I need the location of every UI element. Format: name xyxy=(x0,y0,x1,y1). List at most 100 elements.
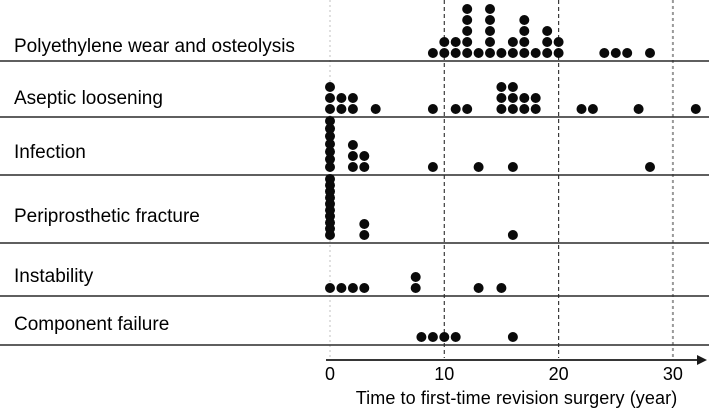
data-dot xyxy=(507,82,518,92)
data-dot xyxy=(410,283,421,293)
data-dot xyxy=(473,162,484,172)
data-dot xyxy=(450,37,461,47)
category-label: Periprosthetic fracture xyxy=(14,206,200,227)
data-dot xyxy=(485,15,495,25)
data-dot xyxy=(370,104,381,114)
data-dot xyxy=(610,48,621,58)
data-dot xyxy=(496,104,507,114)
data-dot xyxy=(645,162,655,172)
data-dot xyxy=(325,82,335,92)
data-dot xyxy=(485,4,495,14)
category-label: Infection xyxy=(14,142,86,163)
data-dot xyxy=(427,104,438,114)
data-dot xyxy=(359,151,370,161)
data-dot xyxy=(576,104,587,114)
data-dot xyxy=(439,48,450,58)
category-label: Polyethylene wear and osteolysis xyxy=(14,36,295,57)
data-dot xyxy=(496,283,507,293)
data-dot xyxy=(336,104,347,114)
data-dot xyxy=(325,174,335,184)
data-dot xyxy=(359,283,370,293)
data-dot xyxy=(496,93,507,103)
data-dot xyxy=(530,93,541,103)
x-tick-label-0: 0 xyxy=(325,364,335,384)
data-dot xyxy=(450,104,461,114)
data-dot xyxy=(485,48,495,58)
data-dot xyxy=(416,332,427,342)
data-dot xyxy=(325,154,335,165)
data-dot xyxy=(325,283,335,293)
data-dot xyxy=(450,332,461,342)
data-dot xyxy=(690,104,701,114)
data-dot xyxy=(347,283,358,293)
x-tick-label-30: 30 xyxy=(663,364,683,384)
data-dot xyxy=(325,93,335,103)
data-dot xyxy=(519,104,530,114)
data-dot xyxy=(507,37,518,47)
data-dot xyxy=(507,332,518,342)
data-dot xyxy=(336,93,347,103)
data-dot xyxy=(519,93,530,103)
data-dot xyxy=(507,104,518,114)
data-dot xyxy=(485,37,495,47)
data-dot xyxy=(519,48,530,58)
data-dot xyxy=(519,15,530,25)
data-dot xyxy=(496,48,507,58)
data-dot xyxy=(519,37,530,47)
data-dot xyxy=(507,48,518,58)
data-dot xyxy=(507,93,518,103)
x-tick-label-20: 20 xyxy=(549,364,569,384)
data-dot xyxy=(427,162,438,172)
data-dot xyxy=(427,48,438,58)
data-dot xyxy=(462,15,473,25)
data-dot xyxy=(462,48,473,58)
data-dot xyxy=(462,26,473,36)
data-dot xyxy=(519,26,530,36)
category-label: Instability xyxy=(14,266,94,287)
data-dot xyxy=(427,332,438,342)
data-dot xyxy=(599,48,610,58)
data-dot xyxy=(410,272,421,282)
data-dot xyxy=(507,162,518,172)
data-dot xyxy=(325,139,335,149)
data-dot xyxy=(359,162,370,172)
data-dot xyxy=(347,104,358,114)
data-dot xyxy=(347,140,358,150)
data-dot xyxy=(645,48,655,58)
data-dot xyxy=(542,48,553,58)
data-dot xyxy=(439,332,450,342)
data-dot xyxy=(347,93,358,103)
data-dot xyxy=(485,26,495,36)
x-axis-title: Time to first-time revision surgery (yea… xyxy=(355,388,678,408)
data-dot xyxy=(530,104,541,114)
data-dot xyxy=(553,48,564,58)
data-dot xyxy=(542,37,553,47)
category-label: Aseptic loosening xyxy=(14,88,163,109)
data-dot xyxy=(347,162,358,172)
x-tick-label-10: 10 xyxy=(434,364,454,384)
data-dot xyxy=(359,219,370,229)
data-dot xyxy=(336,283,347,293)
data-dot xyxy=(462,37,473,47)
data-dot xyxy=(587,104,598,114)
data-dot xyxy=(325,131,335,142)
data-dot xyxy=(325,146,335,157)
data-dot xyxy=(507,230,518,240)
data-dot xyxy=(496,82,507,92)
data-dot xyxy=(462,4,473,14)
data-dot xyxy=(542,26,553,36)
data-dot xyxy=(473,48,484,58)
data-dot xyxy=(553,37,564,47)
data-dot xyxy=(530,48,541,58)
data-dot xyxy=(622,48,633,58)
data-dot xyxy=(633,104,644,114)
data-dot xyxy=(473,283,484,293)
data-dot xyxy=(359,230,370,240)
data-dot xyxy=(325,162,335,172)
axis-arrow-icon xyxy=(697,355,707,365)
data-dot xyxy=(325,104,335,114)
data-dot xyxy=(347,151,358,161)
data-dot xyxy=(439,37,450,47)
